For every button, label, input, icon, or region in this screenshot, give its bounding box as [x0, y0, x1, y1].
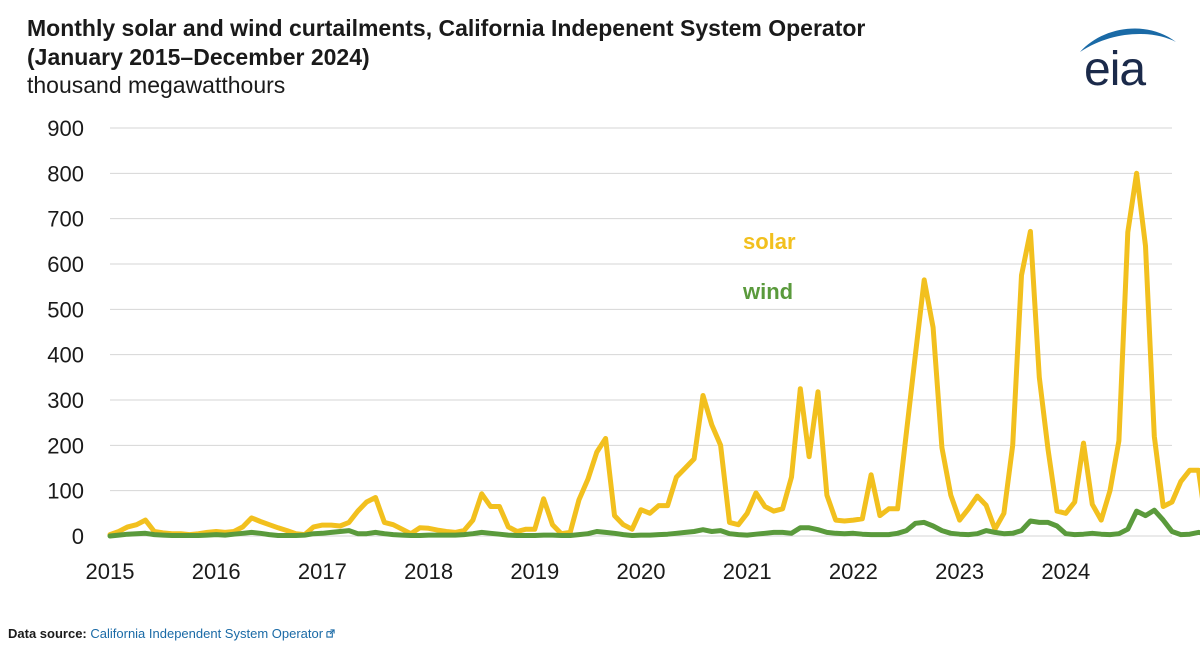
y-axis-ticks: 0 100 200 300 400 500 600 700 800 900	[47, 116, 84, 549]
x-tick-label: 2017	[298, 559, 347, 584]
x-axis-ticks: 2015 2016 2017 2018 2019 2020 2021 2022 2023 2024	[86, 559, 1091, 584]
series-line-wind	[107, 507, 1200, 539]
external-link-icon[interactable]	[326, 629, 335, 638]
y-tick-label: 500	[47, 297, 84, 322]
chart-header: Monthly solar and wind curtailments, Cal…	[27, 14, 1067, 98]
x-tick-label: 2024	[1041, 559, 1090, 584]
x-tick-label: 2016	[192, 559, 241, 584]
series-lines	[107, 170, 1200, 539]
data-source-label: Data source:	[8, 626, 87, 641]
logo-text: eia	[1084, 43, 1146, 96]
eia-logo: eia	[1068, 22, 1178, 96]
series-annotations: solar wind	[742, 229, 796, 304]
x-tick-label: 2015	[86, 559, 135, 584]
y-tick-label: 100	[47, 479, 84, 504]
x-tick-label: 2018	[404, 559, 453, 584]
annotation-solar: solar	[743, 229, 796, 254]
x-tick-label: 2021	[723, 559, 772, 584]
series-line-solar	[107, 170, 1200, 538]
logo-arc	[1080, 28, 1176, 52]
x-tick-label: 2020	[617, 559, 666, 584]
grid-lines	[110, 127, 1172, 537]
y-axis-unit-label: thousand megawatthours	[27, 72, 286, 98]
x-tick-label: 2023	[935, 559, 984, 584]
y-tick-label: 0	[72, 524, 84, 549]
x-tick-label: 2019	[510, 559, 559, 584]
y-tick-label: 700	[47, 207, 84, 232]
y-tick-label: 200	[47, 433, 84, 458]
y-tick-label: 300	[47, 388, 84, 413]
chart-subtitle: (January 2015–December 2024)	[27, 44, 370, 70]
chart-title: Monthly solar and wind curtailments, Cal…	[27, 15, 866, 41]
data-source: Data source: California Independent Syst…	[8, 626, 335, 642]
x-tick-label: 2022	[829, 559, 878, 584]
data-source-link[interactable]: California Independent System Operator	[90, 626, 324, 641]
y-tick-label: 800	[47, 161, 84, 186]
y-tick-label: 900	[47, 116, 84, 141]
y-tick-label: 400	[47, 343, 84, 368]
logo-arc-path	[1080, 28, 1176, 52]
annotation-wind: wind	[742, 279, 793, 304]
y-tick-label: 600	[47, 252, 84, 277]
